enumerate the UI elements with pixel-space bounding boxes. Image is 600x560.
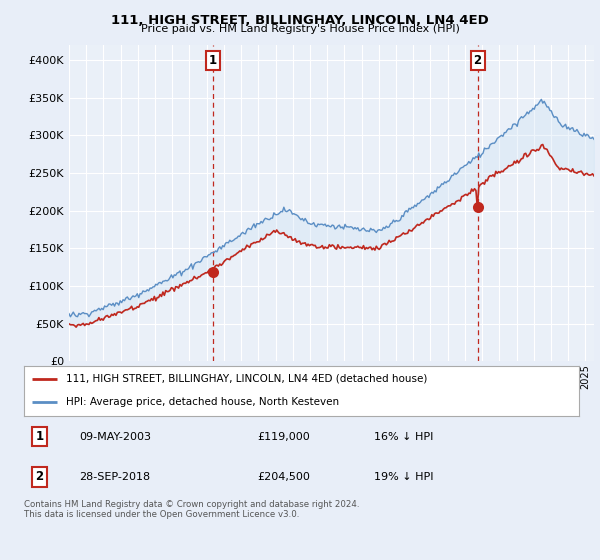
Text: 09-MAY-2003: 09-MAY-2003 [79, 432, 151, 442]
Text: £204,500: £204,500 [257, 472, 310, 482]
Text: Contains HM Land Registry data © Crown copyright and database right 2024.
This d: Contains HM Land Registry data © Crown c… [24, 500, 359, 519]
Text: 1: 1 [35, 430, 44, 443]
Text: Price paid vs. HM Land Registry's House Price Index (HPI): Price paid vs. HM Land Registry's House … [140, 24, 460, 34]
Text: £119,000: £119,000 [257, 432, 310, 442]
Text: 111, HIGH STREET, BILLINGHAY, LINCOLN, LN4 4ED: 111, HIGH STREET, BILLINGHAY, LINCOLN, L… [111, 14, 489, 27]
Text: 1: 1 [209, 54, 217, 67]
Text: 2: 2 [473, 54, 482, 67]
Text: 2: 2 [35, 470, 44, 483]
Text: 111, HIGH STREET, BILLINGHAY, LINCOLN, LN4 4ED (detached house): 111, HIGH STREET, BILLINGHAY, LINCOLN, L… [65, 374, 427, 384]
Text: 28-SEP-2018: 28-SEP-2018 [79, 472, 151, 482]
Text: 19% ↓ HPI: 19% ↓ HPI [374, 472, 433, 482]
Text: 16% ↓ HPI: 16% ↓ HPI [374, 432, 433, 442]
Text: HPI: Average price, detached house, North Kesteven: HPI: Average price, detached house, Nort… [65, 396, 339, 407]
